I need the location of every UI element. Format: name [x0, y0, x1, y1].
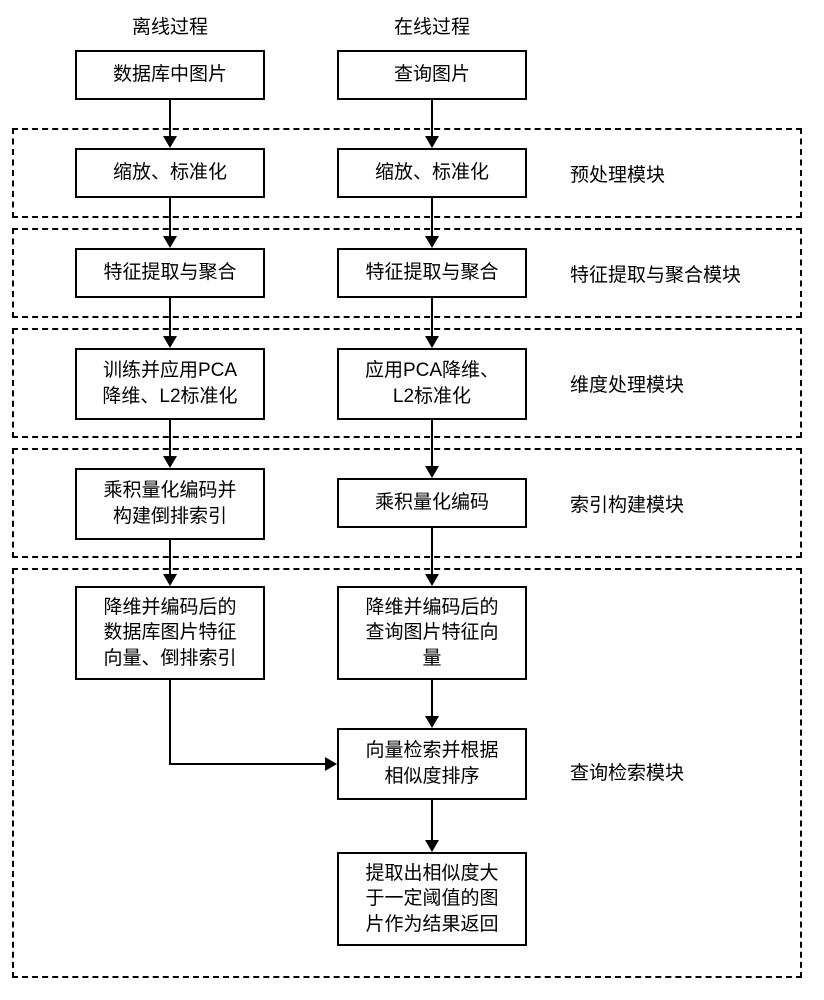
box-b9: 乘积量化编码并构建倒排索引 — [75, 468, 265, 540]
arrow-segment — [169, 420, 171, 456]
arrow-segment — [169, 680, 171, 764]
box-b13: 向量检索并根据相似度排序 — [337, 728, 527, 800]
arrow-head-icon — [163, 574, 177, 586]
arrow-segment — [169, 763, 325, 765]
arrow-head-icon — [163, 336, 177, 348]
box-b5: 特征提取与聚合 — [75, 248, 265, 298]
box-b2: 查询图片 — [337, 50, 527, 100]
arrow-segment — [169, 198, 171, 236]
arrow-head-icon — [425, 716, 439, 728]
module-label-pre: 预处理模块 — [570, 160, 665, 187]
arrow-segment — [169, 540, 171, 574]
arrow-head-icon — [425, 236, 439, 248]
box-b14: 提取出相似度大于一定阈值的图片作为结果返回 — [337, 852, 527, 946]
arrow-segment — [431, 298, 433, 336]
arrow-segment — [431, 680, 433, 716]
box-b4: 缩放、标准化 — [337, 148, 527, 198]
arrow-segment — [169, 100, 171, 136]
box-b8: 应用PCA降维、L2标准化 — [337, 348, 527, 420]
box-b6: 特征提取与聚合 — [337, 248, 527, 298]
arrow-head-icon — [163, 456, 177, 468]
header-offline: 离线过程 — [110, 12, 230, 39]
arrow-segment — [431, 420, 433, 466]
arrow-segment — [431, 100, 433, 136]
module-label-query: 查询检索模块 — [570, 758, 684, 785]
box-b1: 数据库中图片 — [75, 50, 265, 100]
module-label-feat: 特征提取与聚合模块 — [570, 260, 741, 287]
box-b3: 缩放、标准化 — [75, 148, 265, 198]
arrow-segment — [431, 800, 433, 840]
box-b7: 训练并应用PCA降维、L2标准化 — [75, 348, 265, 420]
arrow-head-icon — [425, 840, 439, 852]
arrow-segment — [169, 298, 171, 336]
header-online: 在线过程 — [372, 12, 492, 39]
box-b10: 乘积量化编码 — [337, 478, 527, 528]
arrow-head-icon — [163, 236, 177, 248]
arrow-head-icon — [163, 136, 177, 148]
arrow-head-icon — [425, 136, 439, 148]
arrow-segment — [431, 528, 433, 574]
box-b12: 降维并编码后的查询图片特征向量 — [337, 586, 527, 680]
arrow-segment — [431, 198, 433, 236]
box-b11: 降维并编码后的数据库图片特征向量、倒排索引 — [75, 586, 265, 680]
arrow-head-icon — [325, 757, 337, 771]
arrow-head-icon — [425, 466, 439, 478]
arrow-head-icon — [425, 336, 439, 348]
module-label-idx: 索引构建模块 — [570, 490, 684, 517]
flowchart-canvas: 离线过程 在线过程预处理模块特征提取与聚合模块维度处理模块索引构建模块查询检索模块… — [0, 0, 824, 1000]
module-label-dim: 维度处理模块 — [570, 370, 684, 397]
arrow-head-icon — [425, 574, 439, 586]
